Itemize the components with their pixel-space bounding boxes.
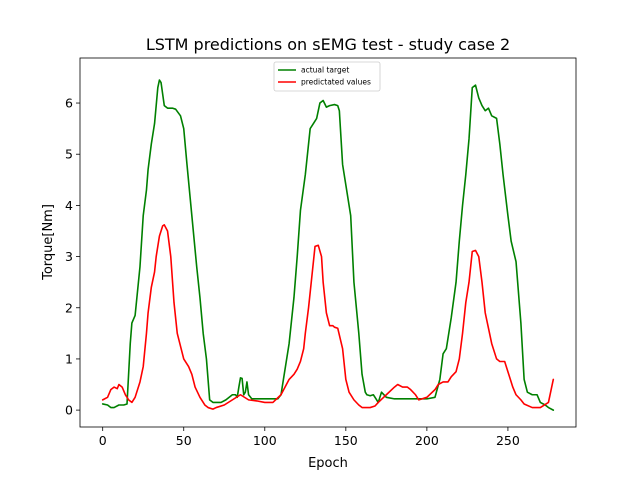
x-tick-label-4: 200 bbox=[415, 433, 439, 448]
x-tick-label-2: 100 bbox=[253, 433, 277, 448]
legend-label-1: predictated values bbox=[301, 78, 371, 87]
y-axis: 0 1 2 3 4 5 6 bbox=[65, 96, 80, 418]
y-tick-label-6: 6 bbox=[65, 96, 73, 111]
x-tick-label-5: 250 bbox=[496, 433, 520, 448]
legend: actual target predictated values bbox=[273, 61, 381, 92]
y-tick-label-2: 2 bbox=[65, 300, 73, 315]
x-tick-label-3: 150 bbox=[334, 433, 358, 448]
legend-label-0: actual target bbox=[301, 66, 349, 75]
plot-area: 0 50 100 150 200 250 0 1 2 3 4 5 6 bbox=[65, 57, 577, 448]
legend-box bbox=[273, 61, 381, 92]
legend-items: actual target predictated values bbox=[278, 66, 371, 87]
y-tick-label-4: 4 bbox=[65, 198, 73, 213]
x-tick-label-1: 50 bbox=[176, 433, 192, 448]
x-tick-label-0: 0 bbox=[99, 433, 107, 448]
y-tick-label-5: 5 bbox=[65, 147, 73, 162]
y-axis-label: Torque[Nm] bbox=[41, 204, 56, 281]
series-line-0 bbox=[101, 79, 555, 411]
y-tick-label-0: 0 bbox=[65, 403, 73, 418]
x-axis: 0 50 100 150 200 250 bbox=[99, 427, 520, 448]
chart-title: LSTM predictions on sEMG test - study ca… bbox=[146, 35, 510, 54]
x-axis-label: Epoch bbox=[308, 456, 348, 471]
series-layer bbox=[101, 79, 555, 411]
plot-frame bbox=[79, 57, 577, 428]
y-tick-label-3: 3 bbox=[65, 249, 73, 264]
series-line-1 bbox=[101, 224, 555, 410]
y-tick-label-1: 1 bbox=[65, 351, 73, 366]
